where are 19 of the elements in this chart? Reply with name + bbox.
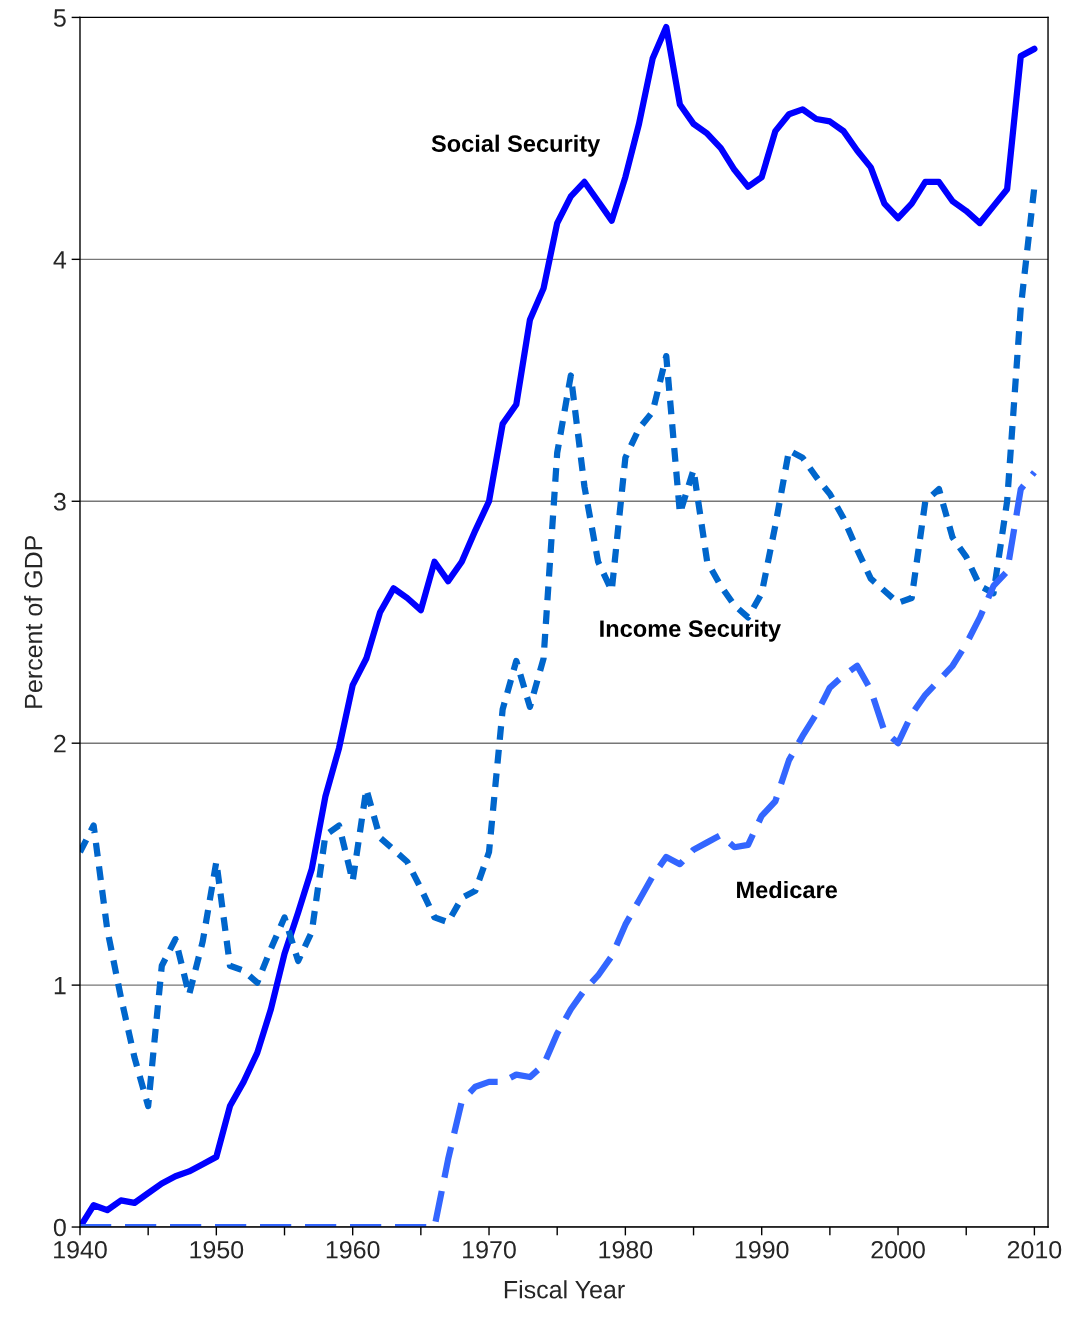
y-tick-label: 1 <box>54 976 66 995</box>
x-tick-label: 1960 <box>326 1240 380 1259</box>
y-tick-label: 5 <box>53 9 66 27</box>
y-axis-title: Percent of GDP <box>24 536 43 708</box>
x-axis-title: Fiscal Year <box>504 1280 625 1299</box>
y-tick-label: 2 <box>54 734 66 753</box>
x-tick-label: 2010 <box>1007 1240 1062 1259</box>
x-tick-label: 2000 <box>871 1240 925 1259</box>
x-tick-label: 1940 <box>54 1240 107 1259</box>
series-label: Medicare <box>737 880 838 899</box>
series-label: Social Security <box>431 134 601 157</box>
y-tick-label: 4 <box>53 251 67 269</box>
x-tick-label: 1950 <box>190 1240 244 1259</box>
y-tick-label: 3 <box>53 492 66 511</box>
series-label: Income Security <box>600 619 781 642</box>
y-tick-label: 0 <box>53 1218 66 1237</box>
x-tick-label: 1980 <box>599 1240 653 1259</box>
x-tick-label: 1990 <box>735 1240 789 1259</box>
x-tick-label: 1970 <box>463 1240 516 1259</box>
